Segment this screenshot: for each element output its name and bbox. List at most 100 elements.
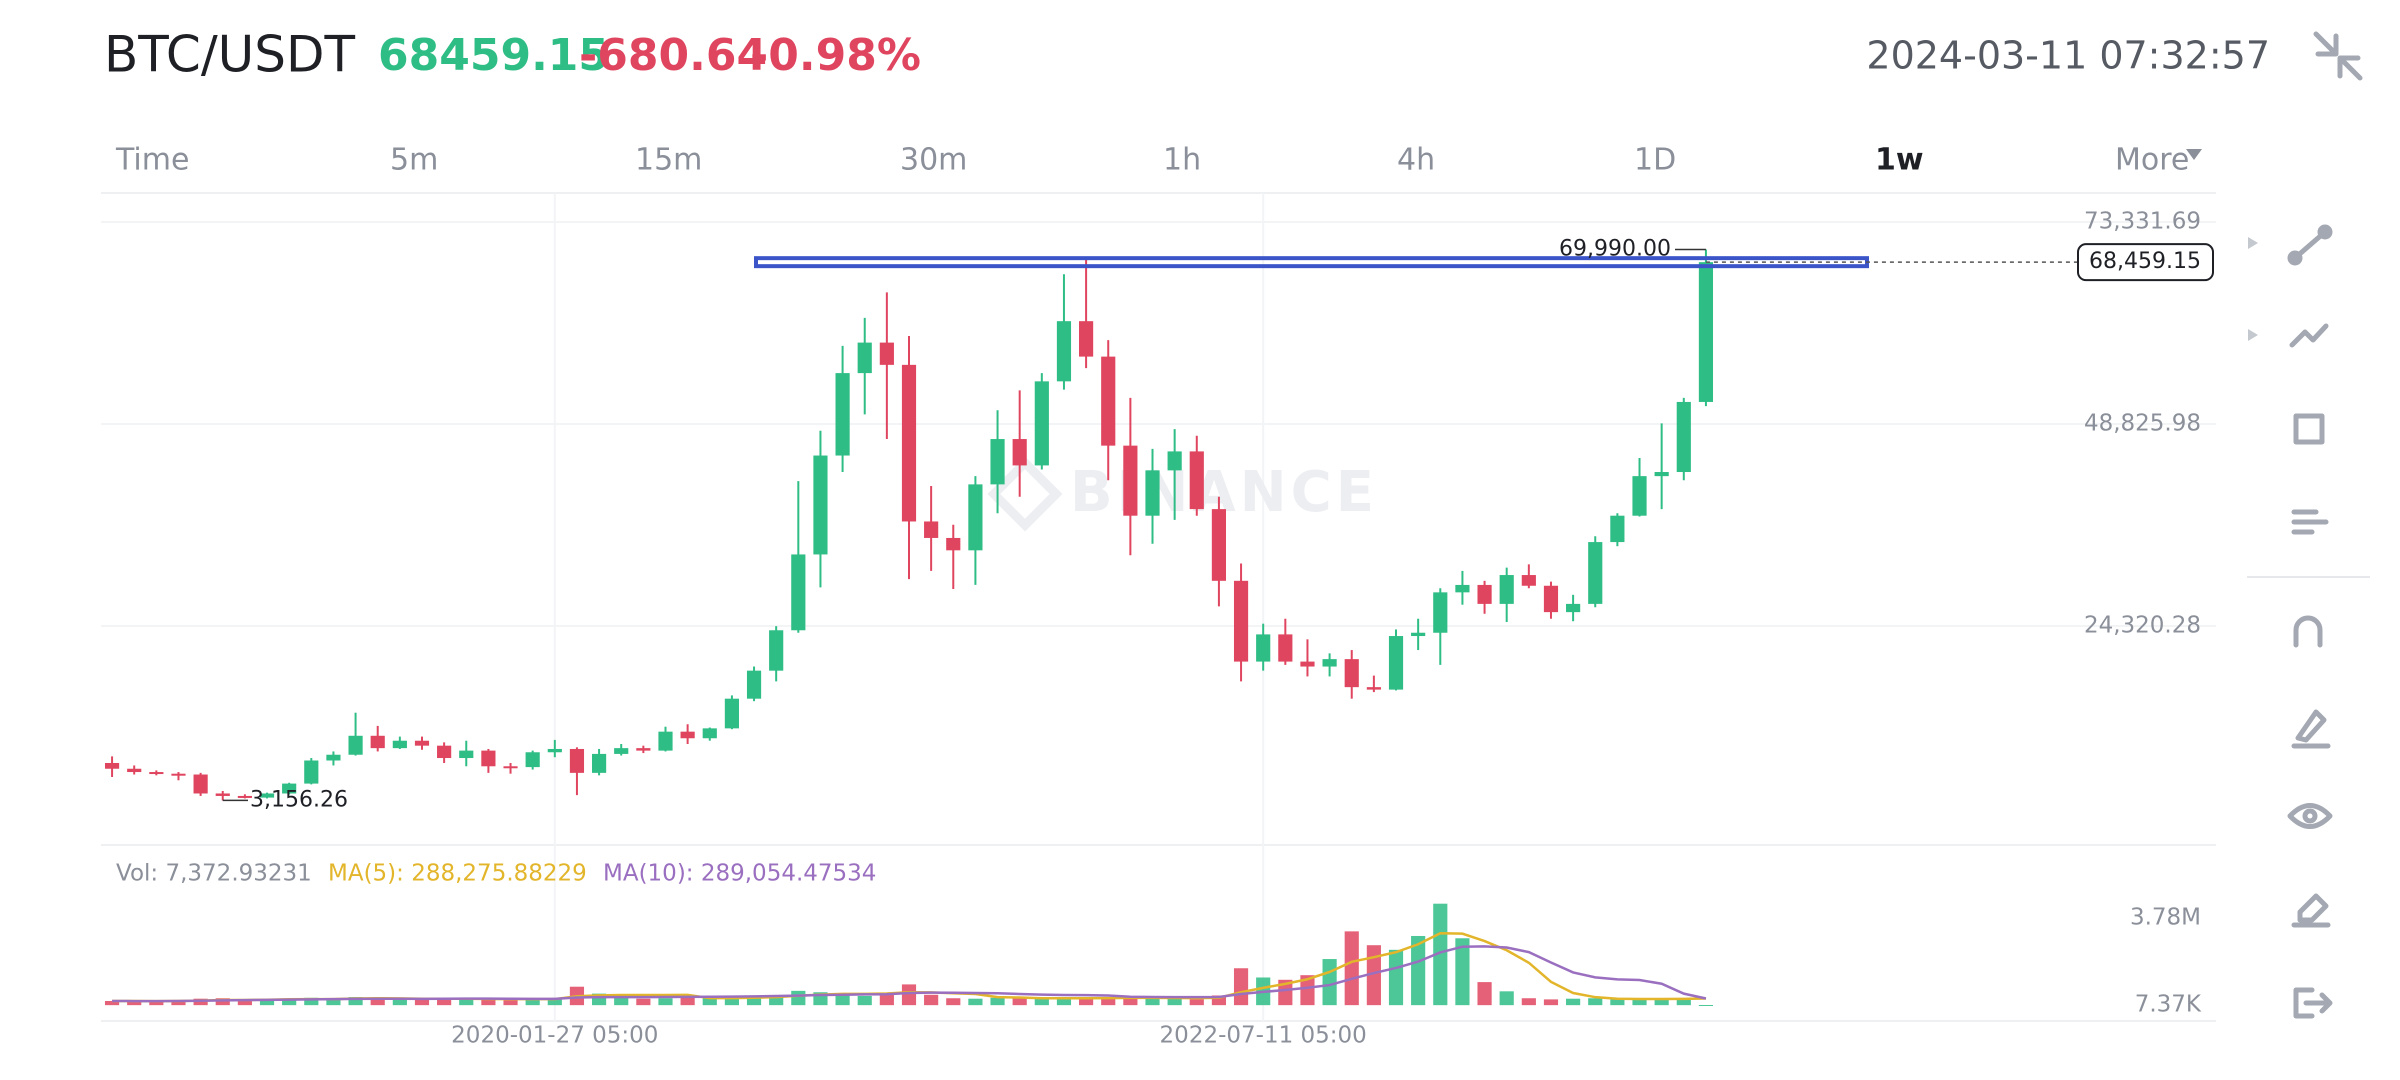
volume-bar [326,998,341,1006]
line-tool[interactable] [2287,224,2333,266]
eraser-tool[interactable] [2291,893,2331,928]
candle-body [1300,661,1315,667]
candle-body [1366,687,1381,690]
volume-bar [1698,1004,1714,1006]
interval-tab[interactable]: More [2115,143,2189,178]
toolbar [2248,224,2333,1019]
volume-bar [769,995,784,1006]
candle-body [127,768,142,773]
candle-body [924,521,939,538]
expand-arrow[interactable] [2248,237,2258,249]
candle-body [614,748,629,754]
volume-bar [481,999,496,1006]
volume-bar [1167,998,1182,1006]
volume-bar [1566,998,1581,1006]
volume-bar [1344,931,1359,1006]
last-price-tag [2077,243,2214,282]
high-label: 69,990.00 [1559,237,1671,262]
volume-bar [791,990,806,1006]
volume-bar [1012,998,1027,1006]
interval-tabs: Time 5m 15m 30m 1h 4h 1D 1w More [115,143,2202,178]
volume-bar [1676,998,1691,1006]
collapse-icon[interactable] [2313,31,2363,81]
candle-body [1012,439,1027,466]
candle-body [636,748,651,751]
volume-bar [1433,903,1448,1006]
candle-body [437,745,452,759]
volume-bar [1300,975,1315,1006]
volume-bar [237,1000,252,1006]
candle-body [879,342,894,365]
candle-body [215,793,230,796]
interval-tab[interactable]: 1w [1875,143,1924,178]
low-label: 3,156.26 [250,787,348,812]
candle-body [1411,632,1426,637]
change: -680.64 [579,30,767,81]
interval-tab[interactable]: 4h [1397,143,1435,178]
candle-body [901,364,917,522]
interval-tab[interactable]: 1h [1163,143,1201,178]
candle-body [946,537,961,551]
candle-body [857,342,872,374]
candle-body [1499,575,1514,604]
volume-bar [259,1000,275,1006]
candle-body [1101,356,1116,446]
volume-bar [857,995,872,1006]
volume-bar [968,998,983,1006]
volume-bar [282,999,297,1006]
candle-body [746,670,762,699]
pencil-tool[interactable] [2291,709,2331,749]
volume-bar [946,998,961,1006]
volume-bar [1189,999,1204,1006]
candle-body [813,455,828,555]
volume-bar [901,984,917,1006]
interval-tab[interactable]: 5m [390,143,438,178]
volume-bar [127,1001,142,1006]
legend-entry: Vol: 7,372.93231 [116,861,312,887]
exit-tool[interactable] [2293,987,2333,1019]
volume-bar [392,999,407,1006]
volume-bar [614,997,629,1006]
interval-tab[interactable]: Time [115,143,189,178]
candle-body [1433,592,1448,633]
candle-body [1322,659,1337,667]
volume-bar [1388,949,1404,1006]
candle-body [769,630,784,671]
candle-body [1676,401,1691,473]
candle-body [392,740,407,749]
interval-tab[interactable]: 30m [900,143,967,178]
candle-body [1632,476,1647,516]
candle-body [1034,381,1049,466]
fib-tool[interactable] [2289,323,2329,348]
volume-bar [171,1000,186,1006]
candle-body [1079,321,1094,357]
visibility-tool[interactable] [2287,803,2333,829]
volume-bar [414,999,430,1006]
volume-bar [1145,998,1160,1006]
volume-bar [149,1001,164,1006]
volume-bar [1278,979,1293,1006]
dropdown-arrow[interactable] [2186,149,2202,160]
interval-tab[interactable]: 1D [1634,143,1676,178]
candle-body [370,735,385,749]
interval-tab[interactable]: 15m [635,143,702,178]
volume-bar [525,999,540,1006]
candle-body [547,748,562,753]
last-price: 68459.15 [378,30,609,81]
volume-bar [104,1001,120,1006]
magnet-tool[interactable] [2293,615,2323,648]
candle-body [591,753,607,773]
text-tool[interactable] [2291,509,2329,535]
volume-bar [348,997,363,1006]
candle-body [1056,321,1072,382]
candle-body [348,735,363,755]
volume-bar [702,998,717,1006]
candle-body [1610,515,1625,543]
rect-tool[interactable] [2293,413,2325,445]
candle-body [1167,451,1182,471]
volume-bar [636,998,651,1006]
volume-bar [1632,999,1647,1006]
expand-arrow[interactable] [2248,329,2258,341]
x-tick-label: 2022-07-11 05:00 [1160,1023,1367,1049]
candle-body [414,740,430,746]
